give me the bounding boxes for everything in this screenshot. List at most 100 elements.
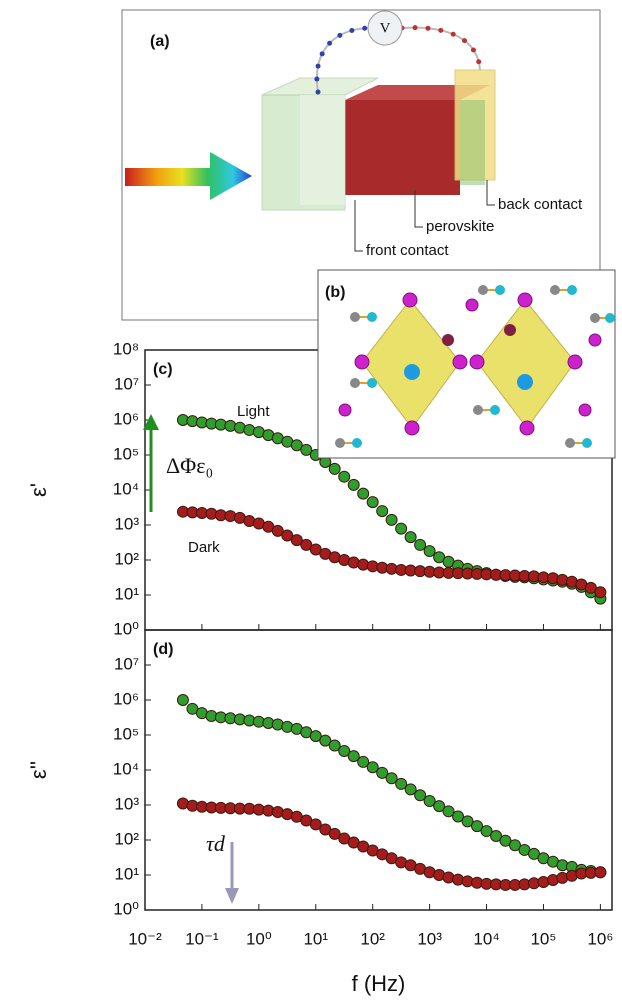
data-point <box>594 866 607 879</box>
data-point <box>357 487 370 500</box>
panel-label: (c) <box>153 361 173 378</box>
data-point <box>338 744 351 757</box>
charts: 10⁰ 10¹ 10² 10³ 10⁴ 10⁵ 10⁶ 10⁷ 10⁸ ε' (c) Light Dar… <box>26 339 614 995</box>
y-tick-label: 10⁸ <box>113 339 139 358</box>
y-tick-label: 10⁰ <box>113 619 139 638</box>
x-tick-label: 10³ <box>417 929 442 948</box>
data-point <box>281 529 294 542</box>
layer-label: back contact <box>498 196 583 213</box>
data-point <box>366 496 379 509</box>
data-point <box>395 522 408 535</box>
back-contact-layer <box>460 100 485 185</box>
molecule-atoms <box>352 285 615 448</box>
layer-label: front contact <box>366 242 449 259</box>
light-arrow <box>125 152 252 200</box>
x-tick-label: 10⁻² <box>128 929 162 948</box>
y-axis-label: ε' <box>26 483 51 497</box>
y-tick-label: 10¹ <box>114 584 139 603</box>
x-tick-label: 10⁶ <box>587 929 613 948</box>
data-point <box>300 443 313 456</box>
y-tick-label: 10⁷ <box>114 374 139 393</box>
panel-label: (b) <box>325 284 345 301</box>
data-point <box>328 827 341 840</box>
voltmeter-label: V <box>380 20 391 36</box>
series-label: Dark <box>188 539 220 556</box>
panel-label: (d) <box>153 641 173 658</box>
data-point <box>594 586 607 599</box>
data-point <box>338 470 351 483</box>
wire-electrons <box>314 25 371 95</box>
data-point <box>404 531 417 544</box>
data-point <box>376 505 389 518</box>
data-point <box>347 478 360 491</box>
y-tick-label: 10³ <box>114 794 139 813</box>
x-tick-label: 10⁰ <box>246 929 272 948</box>
series-label: Light <box>237 403 270 420</box>
data-point <box>433 800 446 813</box>
data-point <box>366 761 379 774</box>
data-point <box>404 783 417 796</box>
perovskite-top <box>345 85 490 100</box>
leader-line <box>354 200 363 252</box>
data-point <box>471 820 484 833</box>
y-tick-label: 10² <box>114 829 139 848</box>
perovskite-block <box>345 100 460 195</box>
data-point <box>385 513 398 526</box>
annotation-arrowhead <box>143 414 159 430</box>
x-tick-label: 10⁵ <box>530 929 556 948</box>
y-tick-label: 10⁶ <box>113 689 139 708</box>
data-point <box>309 818 322 831</box>
y-tick-label: 10⁰ <box>113 899 139 918</box>
data-point <box>442 805 455 818</box>
layer-label: perovskite <box>426 218 494 235</box>
y-tick-label: 10⁶ <box>113 409 139 428</box>
data-point <box>319 734 332 747</box>
y-tick-label: 10⁵ <box>113 724 139 743</box>
voltmeter <box>367 10 403 46</box>
y-tick-label: 10² <box>114 549 139 568</box>
y-tick-label: 10³ <box>114 514 139 533</box>
data-point <box>176 694 189 706</box>
front-contact-layer <box>300 95 345 205</box>
metal-atom <box>442 334 454 346</box>
molecule-atoms <box>335 285 600 448</box>
data-point <box>508 839 521 852</box>
x-tick-label: 10⁴ <box>473 929 499 948</box>
leader-line <box>414 190 423 228</box>
x-axis-label: f (Hz) <box>352 971 406 996</box>
data-point <box>290 439 303 452</box>
x-tick-label: 10¹ <box>303 929 328 948</box>
data-point <box>461 815 474 828</box>
x-tick-label: 10² <box>360 929 385 948</box>
data-point <box>480 825 493 838</box>
annotation: τd <box>206 831 226 856</box>
data-point <box>328 739 341 752</box>
annotation-arrowhead <box>225 888 239 904</box>
data-point <box>300 538 313 551</box>
halide-atoms <box>338 292 602 436</box>
panel-a: (a) V back contact perovskite front cont… <box>121 9 601 321</box>
y-tick-label: 10⁵ <box>113 444 139 463</box>
data-point <box>490 830 503 843</box>
y-tick-label: 10⁴ <box>113 759 139 778</box>
cation <box>404 364 420 380</box>
data-point <box>423 795 436 808</box>
data-point <box>290 534 303 547</box>
data-point <box>328 462 341 475</box>
data-point <box>423 545 436 558</box>
panel-label: (a) <box>150 33 170 50</box>
data-point <box>357 755 370 768</box>
y-tick-label: 10¹ <box>114 864 139 883</box>
data-point <box>309 730 322 743</box>
y-tick-label: 10⁴ <box>113 479 139 498</box>
data-point <box>414 789 427 802</box>
x-tick-label: 10⁻¹ <box>185 929 219 948</box>
wire-holes <box>399 25 483 73</box>
y-axis-label: ε'' <box>26 761 51 779</box>
panel-b: (b) <box>317 269 616 459</box>
leader-line <box>486 180 495 206</box>
annotation: ΔΦε₀ <box>166 453 213 478</box>
y-tick-label: 10⁷ <box>114 654 139 673</box>
data-point <box>414 538 427 551</box>
